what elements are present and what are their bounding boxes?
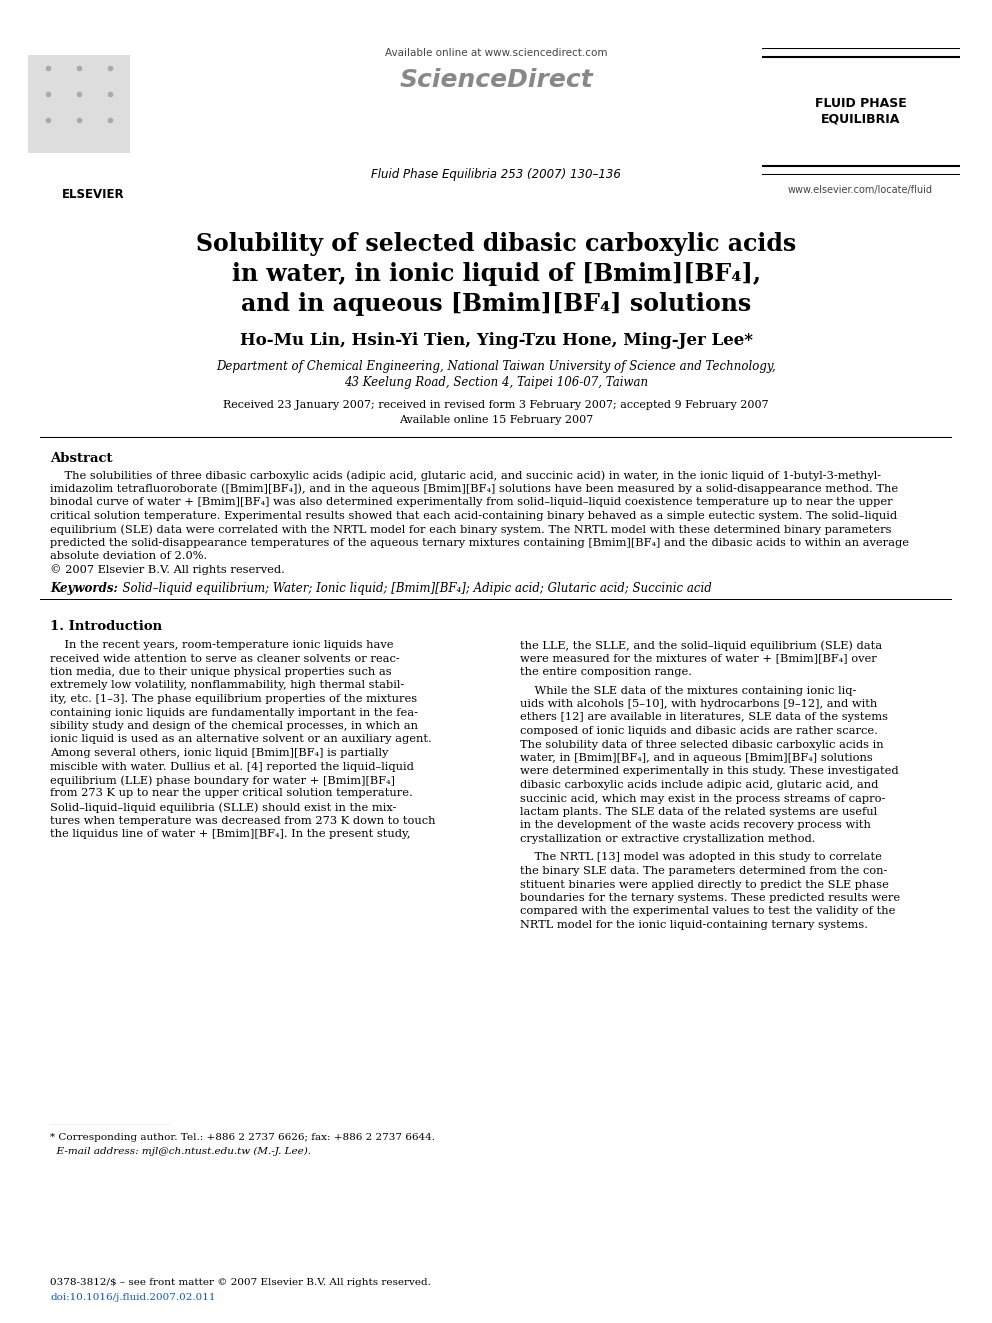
Text: compared with the experimental values to test the validity of the: compared with the experimental values to… — [520, 906, 896, 917]
Text: critical solution temperature. Experimental results showed that each acid-contai: critical solution temperature. Experimen… — [50, 511, 897, 520]
Text: uids with alcohols [5–10], with hydrocarbons [9–12], and with: uids with alcohols [5–10], with hydrocar… — [520, 699, 877, 709]
Text: dibasic carboxylic acids include adipic acid, glutaric acid, and: dibasic carboxylic acids include adipic … — [520, 781, 878, 790]
Text: Solubility of selected dibasic carboxylic acids: Solubility of selected dibasic carboxyli… — [195, 232, 797, 255]
Text: The solubility data of three selected dibasic carboxylic acids in: The solubility data of three selected di… — [520, 740, 884, 750]
Text: composed of ionic liquids and dibasic acids are rather scarce.: composed of ionic liquids and dibasic ac… — [520, 726, 878, 736]
Text: Abstract: Abstract — [50, 452, 112, 464]
Text: were measured for the mixtures of water + [Bmim][BF₄] over: were measured for the mixtures of water … — [520, 654, 877, 664]
Text: * Corresponding author. Tel.: +886 2 2737 6626; fax: +886 2 2737 6644.: * Corresponding author. Tel.: +886 2 273… — [50, 1132, 435, 1142]
Text: the binary SLE data. The parameters determined from the con-: the binary SLE data. The parameters dete… — [520, 867, 888, 876]
Text: ELSEVIER: ELSEVIER — [62, 188, 124, 201]
Text: the entire composition range.: the entire composition range. — [520, 667, 692, 677]
Text: 1. Introduction: 1. Introduction — [50, 620, 162, 632]
Text: 43 Keelung Road, Section 4, Taipei 106-07, Taiwan: 43 Keelung Road, Section 4, Taipei 106-0… — [344, 376, 648, 389]
Text: Among several others, ionic liquid [Bmim][BF₄] is partially: Among several others, ionic liquid [Bmim… — [50, 747, 389, 758]
Text: predicted the solid-disappearance temperatures of the aqueous ternary mixtures c: predicted the solid-disappearance temper… — [50, 537, 909, 548]
Text: in the development of the waste acids recovery process with: in the development of the waste acids re… — [520, 820, 871, 831]
Text: © 2007 Elsevier B.V. All rights reserved.: © 2007 Elsevier B.V. All rights reserved… — [50, 565, 285, 576]
Text: www.elsevier.com/locate/fluid: www.elsevier.com/locate/fluid — [788, 185, 932, 194]
Text: In the recent years, room-temperature ionic liquids have: In the recent years, room-temperature io… — [50, 640, 394, 650]
Text: Solid–liquid–liquid equilibria (SLLE) should exist in the mix-: Solid–liquid–liquid equilibria (SLLE) sh… — [50, 802, 397, 812]
Text: E-mail address: mjl@ch.ntust.edu.tw (M.-J. Lee).: E-mail address: mjl@ch.ntust.edu.tw (M.-… — [50, 1147, 311, 1156]
Text: binodal curve of water + [Bmim][BF₄] was also determined experimentally from sol: binodal curve of water + [Bmim][BF₄] was… — [50, 497, 893, 507]
Text: imidazolim tetrafluoroborate ([Bmim][BF₄]), and in the aqueous [Bmim][BF₄] solut: imidazolim tetrafluoroborate ([Bmim][BF₄… — [50, 483, 898, 493]
Text: ethers [12] are available in literatures, SLE data of the systems: ethers [12] are available in literatures… — [520, 713, 888, 722]
Text: from 273 K up to near the upper critical solution temperature.: from 273 K up to near the upper critical… — [50, 789, 413, 799]
Text: ity, etc. [1–3]. The phase equilibrium properties of the mixtures: ity, etc. [1–3]. The phase equilibrium p… — [50, 695, 417, 704]
Text: Received 23 January 2007; received in revised form 3 February 2007; accepted 9 F: Received 23 January 2007; received in re… — [223, 400, 769, 410]
Text: Ho-Mu Lin, Hsin-Yi Tien, Ying-Tzu Hone, Ming-Jer Lee*: Ho-Mu Lin, Hsin-Yi Tien, Ying-Tzu Hone, … — [239, 332, 753, 349]
Text: lactam plants. The SLE data of the related systems are useful: lactam plants. The SLE data of the relat… — [520, 807, 877, 818]
Text: 0378-3812/$ – see front matter © 2007 Elsevier B.V. All rights reserved.: 0378-3812/$ – see front matter © 2007 El… — [50, 1278, 431, 1287]
Text: ionic liquid is used as an alternative solvent or an auxiliary agent.: ionic liquid is used as an alternative s… — [50, 734, 432, 745]
Text: succinic acid, which may exist in the process streams of capro-: succinic acid, which may exist in the pr… — [520, 794, 886, 803]
Text: Fluid Phase Equilibria 253 (2007) 130–136: Fluid Phase Equilibria 253 (2007) 130–13… — [371, 168, 621, 181]
Text: were determined experimentally in this study. These investigated: were determined experimentally in this s… — [520, 766, 899, 777]
Text: and in aqueous [Bmim][BF₄] solutions: and in aqueous [Bmim][BF₄] solutions — [241, 292, 751, 316]
Text: The solubilities of three dibasic carboxylic acids (adipic acid, glutaric acid, : The solubilities of three dibasic carbox… — [50, 470, 881, 480]
Text: containing ionic liquids are fundamentally important in the fea-: containing ionic liquids are fundamental… — [50, 708, 418, 717]
Text: the liquidus line of water + [Bmim][BF₄]. In the present study,: the liquidus line of water + [Bmim][BF₄]… — [50, 830, 411, 839]
Text: the LLE, the SLLE, and the solid–liquid equilibrium (SLE) data: the LLE, the SLLE, and the solid–liquid … — [520, 640, 882, 651]
Bar — [28, 56, 130, 152]
Text: tion media, due to their unique physical properties such as: tion media, due to their unique physical… — [50, 667, 392, 677]
Text: Available online at www.sciencedirect.com: Available online at www.sciencedirect.co… — [385, 48, 607, 58]
Text: water, in [Bmim][BF₄], and in aqueous [Bmim][BF₄] solutions: water, in [Bmim][BF₄], and in aqueous [B… — [520, 753, 873, 763]
Text: ScienceDirect: ScienceDirect — [399, 67, 593, 93]
Text: extremely low volatility, nonflammability, high thermal stabil-: extremely low volatility, nonflammabilit… — [50, 680, 405, 691]
Text: Keywords:: Keywords: — [50, 582, 118, 595]
Text: stituent binaries were applied directly to predict the SLE phase: stituent binaries were applied directly … — [520, 880, 889, 889]
Text: The NRTL [13] model was adopted in this study to correlate: The NRTL [13] model was adopted in this … — [520, 852, 882, 863]
Text: sibility study and design of the chemical processes, in which an: sibility study and design of the chemica… — [50, 721, 418, 732]
Text: crystallization or extractive crystallization method.: crystallization or extractive crystalliz… — [520, 833, 815, 844]
Text: Solid–liquid equilibrium; Water; Ionic liquid; [Bmim][BF₄]; Adipic acid; Glutari: Solid–liquid equilibrium; Water; Ionic l… — [115, 582, 711, 595]
Text: tures when temperature was decreased from 273 K down to touch: tures when temperature was decreased fro… — [50, 815, 435, 826]
Text: received wide attention to serve as cleaner solvents or reac-: received wide attention to serve as clea… — [50, 654, 400, 664]
Text: absolute deviation of 2.0%.: absolute deviation of 2.0%. — [50, 550, 207, 561]
Text: doi:10.1016/j.fluid.2007.02.011: doi:10.1016/j.fluid.2007.02.011 — [50, 1293, 215, 1302]
Text: in water, in ionic liquid of [Bmim][BF₄],: in water, in ionic liquid of [Bmim][BF₄]… — [231, 262, 761, 286]
Text: boundaries for the ternary systems. These predicted results were: boundaries for the ternary systems. Thes… — [520, 893, 900, 904]
Text: Department of Chemical Engineering, National Taiwan University of Science and Te: Department of Chemical Engineering, Nati… — [216, 360, 776, 373]
Text: equilibrium (LLE) phase boundary for water + [Bmim][BF₄]: equilibrium (LLE) phase boundary for wat… — [50, 775, 395, 786]
Text: While the SLE data of the mixtures containing ionic liq-: While the SLE data of the mixtures conta… — [520, 685, 856, 696]
Text: miscible with water. Dullius et al. [4] reported the liquid–liquid: miscible with water. Dullius et al. [4] … — [50, 762, 414, 771]
Text: Available online 15 February 2007: Available online 15 February 2007 — [399, 415, 593, 425]
Text: FLUID PHASE
EQUILIBRIA: FLUID PHASE EQUILIBRIA — [815, 97, 907, 126]
Text: NRTL model for the ionic liquid-containing ternary systems.: NRTL model for the ionic liquid-containi… — [520, 919, 868, 930]
Text: equilibrium (SLE) data were correlated with the NRTL model for each binary syste: equilibrium (SLE) data were correlated w… — [50, 524, 892, 534]
